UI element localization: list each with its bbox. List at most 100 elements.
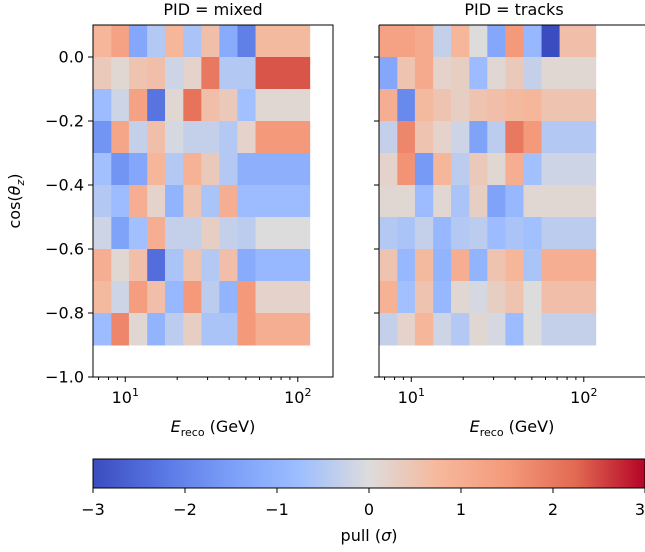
heatmap-cell [128, 185, 148, 218]
heatmap-cell [255, 153, 275, 186]
heatmap-cell [451, 153, 470, 186]
heatmap-cell [433, 281, 452, 314]
heatmap-cell [505, 153, 524, 186]
heatmap-cell [414, 153, 434, 186]
heatmap-cell [147, 249, 166, 282]
colorbar-tick-label: 3 [635, 500, 645, 519]
heatmap-cell [379, 217, 398, 250]
heatmap-cell [505, 249, 524, 282]
heatmap-cell [469, 249, 488, 282]
heatmap-cell [201, 89, 220, 122]
colorbar-gradient [92, 458, 645, 489]
heatmap-cell [128, 121, 148, 154]
heatmap-cell [219, 25, 238, 58]
heatmap-cell [183, 25, 202, 58]
heatmap-cell [541, 217, 561, 250]
heatmap-cell [379, 249, 398, 282]
heatmap-cell [541, 249, 561, 282]
x-tick-label: 101 [112, 386, 139, 407]
heatmap-cell [93, 57, 112, 90]
heatmap-cell [397, 25, 416, 58]
heatmap-cell [255, 313, 275, 346]
heatmap-cell [487, 313, 506, 346]
heatmap-cell [414, 281, 434, 314]
y-ticks-mixed: 0.0 −0.2 −0.4 −0.6 −0.8 −1.0 [45, 48, 93, 387]
x-axis-label-mixed: Ereco (GeV) [171, 417, 256, 439]
heatmap-cell [523, 25, 543, 58]
heatmap-cell [183, 281, 202, 314]
heatmap-cells-mixed [93, 25, 311, 346]
heatmap-cell [414, 313, 434, 346]
heatmap-cell [273, 57, 293, 90]
heatmap-cell [469, 57, 488, 90]
heatmap-cell [237, 249, 257, 282]
x-ticks-mixed: 101 102 [98, 377, 311, 407]
heatmap-cell [255, 89, 275, 122]
heatmap-cell [201, 121, 220, 154]
heatmap-cell [505, 281, 524, 314]
heatmap-cell [487, 281, 506, 314]
heatmap-cell [379, 313, 398, 346]
heatmap-cell [273, 313, 293, 346]
heatmap-cell [541, 121, 561, 154]
heatmap-cell [201, 281, 220, 314]
heatmap-cell [165, 185, 184, 218]
axes-frame-mixed [92, 24, 334, 378]
heatmap-cell [559, 249, 579, 282]
heatmap-cell [559, 313, 579, 346]
heatmap-cell [523, 89, 543, 122]
heatmap-cell [397, 185, 416, 218]
heatmap-cell [237, 153, 257, 186]
heatmap-cell [559, 281, 579, 314]
heatmap-cell [577, 121, 597, 154]
heatmap-cell [219, 313, 238, 346]
heatmap-cell [219, 89, 238, 122]
colorbar-label: pull (σ) [341, 526, 398, 545]
heatmap-cell [433, 121, 452, 154]
heatmap-cell [379, 185, 398, 218]
heatmap-cell [201, 185, 220, 218]
heatmap-cell [201, 217, 220, 250]
heatmap-cell [433, 89, 452, 122]
heatmap-cell [183, 313, 202, 346]
heatmap-cell [577, 249, 597, 282]
heatmap-cell [165, 217, 184, 250]
heatmap-cell [183, 153, 202, 186]
x-tick-label: 101 [398, 386, 425, 407]
heatmap-cell [273, 281, 293, 314]
heatmap-cell [201, 153, 220, 186]
heatmap-cell [469, 217, 488, 250]
heatmap-cell [451, 89, 470, 122]
heatmap-cell [541, 89, 561, 122]
heatmap-cell [541, 185, 561, 218]
heatmap-cell [93, 121, 112, 154]
heatmap-cell [219, 217, 238, 250]
heatmap-cell [111, 249, 130, 282]
heatmap-cell [397, 57, 416, 90]
heatmap-cell [469, 153, 488, 186]
x-tick-label: 102 [284, 386, 311, 407]
heatmap-cell [523, 153, 543, 186]
heatmap-cell [523, 281, 543, 314]
heatmap-cell [183, 121, 202, 154]
heatmap-cell [379, 121, 398, 154]
heatmap-cell [237, 313, 257, 346]
heatmap-cell [255, 121, 275, 154]
heatmap-cell [577, 313, 597, 346]
heatmap-cell [165, 121, 184, 154]
heatmap-cell [93, 313, 112, 346]
heatmap-cell [93, 185, 112, 218]
heatmap-cell [273, 217, 293, 250]
heatmap-cell [487, 57, 506, 90]
heatmap-cell [559, 121, 579, 154]
heatmap-cell [414, 89, 434, 122]
heatmap-cell [93, 249, 112, 282]
heatmap-cell [523, 185, 543, 218]
heatmap-cell [451, 249, 470, 282]
heatmap-cell [255, 185, 275, 218]
heatmap-cell [451, 185, 470, 218]
heatmap-cell [523, 217, 543, 250]
colorbar-tick-label: 0 [364, 500, 374, 519]
heatmap-cell [291, 185, 311, 218]
y-tick-label: −1.0 [45, 368, 84, 387]
